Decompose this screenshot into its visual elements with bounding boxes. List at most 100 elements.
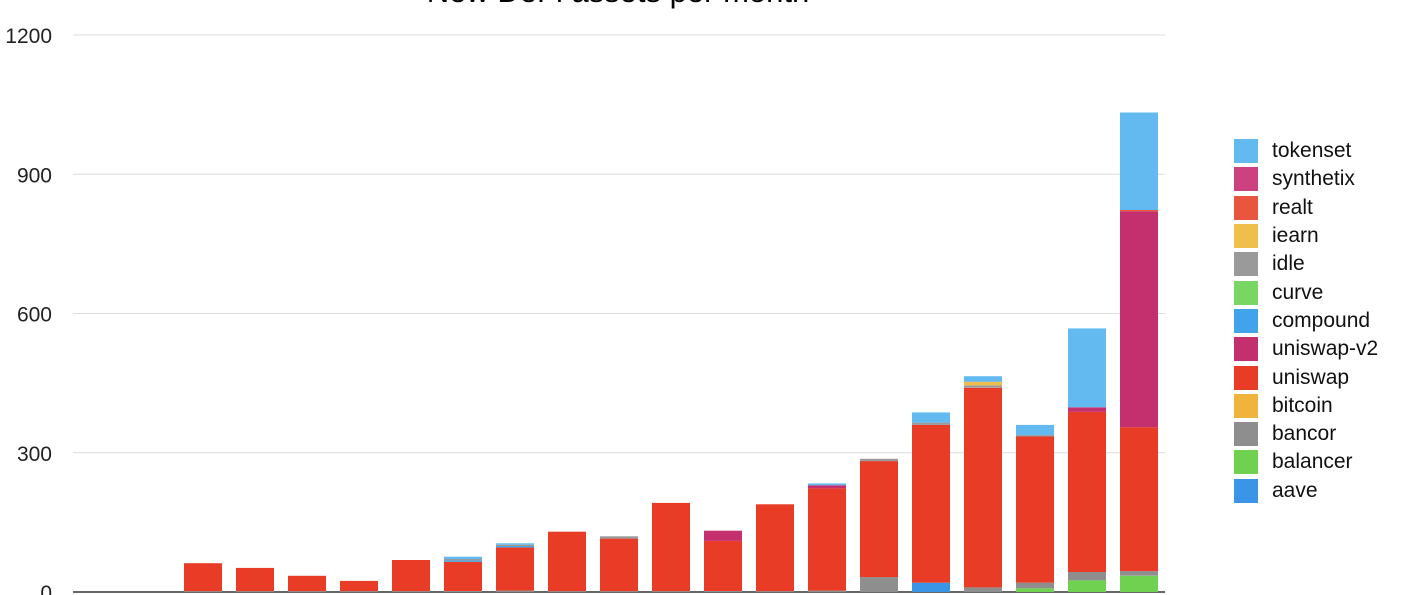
bar-segment-uniswap xyxy=(548,531,586,592)
bar-segment-uniswap xyxy=(288,575,326,592)
bar-segment-bancor xyxy=(340,591,378,592)
bar-segment-bancor xyxy=(1016,582,1054,589)
bar-segment-bancor xyxy=(860,577,898,592)
bar-segment-idle xyxy=(496,544,534,547)
bar-segment-uniswap-v2 xyxy=(1120,211,1158,428)
bar-segment-idle xyxy=(860,458,898,462)
bar-segment-bancor xyxy=(808,590,846,592)
legend-label: curve xyxy=(1272,280,1324,304)
legend-label: realt xyxy=(1272,195,1313,219)
y-tick-label: 1200 xyxy=(5,25,52,48)
bar-segment-tokenset xyxy=(444,556,482,559)
bar-segment-idle xyxy=(444,559,482,561)
legend-item-realt: realt xyxy=(1234,194,1378,222)
bar-segment-balancer xyxy=(1016,588,1054,592)
bar-segment-uniswap xyxy=(756,504,794,592)
bar-segment-uniswap xyxy=(600,538,638,592)
legend-item-compound: compound xyxy=(1234,307,1378,335)
bar-segment-idle xyxy=(1016,435,1054,437)
bar-segment-uniswap xyxy=(392,560,430,592)
legend-item-synthetix: synthetix xyxy=(1234,165,1378,193)
bar-segment-bancor xyxy=(548,591,586,592)
bar-segment-uniswap xyxy=(912,424,950,583)
bar-segment-bancor xyxy=(392,591,430,592)
bar-segment-uniswap xyxy=(860,461,898,578)
bar-segment-realt xyxy=(1120,210,1158,212)
legend: tokenset synthetix realt iearn idle curve comp… xyxy=(1234,137,1378,505)
bar-segment-uniswap xyxy=(964,387,1002,588)
legend-swatch xyxy=(1234,422,1258,447)
bar-segment-tokenset xyxy=(1068,328,1106,408)
legend-swatch xyxy=(1234,308,1258,333)
bar-segment-tokenset xyxy=(1016,424,1054,436)
legend-label: aave xyxy=(1272,478,1318,502)
bar-segment-balancer xyxy=(1120,575,1158,592)
bar-segment-idle xyxy=(964,385,1002,388)
legend-label: tokenset xyxy=(1272,139,1352,163)
legend-label: iearn xyxy=(1272,224,1319,248)
legend-item-curve: curve xyxy=(1234,278,1378,306)
bar-segment-aave xyxy=(912,582,950,592)
legend-item-bitcoin: bitcoin xyxy=(1234,392,1378,420)
y-axis-tick-labels: 0 300 600 900 1200 xyxy=(5,25,52,595)
y-tick-label: 300 xyxy=(17,443,52,466)
bar-segment-iearn xyxy=(964,381,1002,386)
bar-segment-uniswap xyxy=(444,561,482,591)
legend-swatch xyxy=(1234,224,1258,249)
y-tick-label: 600 xyxy=(17,304,52,327)
legend-swatch xyxy=(1234,167,1258,192)
legend-label: uniswap-v2 xyxy=(1272,337,1379,361)
bar-segment-bancor xyxy=(704,591,742,592)
bar-segment-idle xyxy=(912,422,950,425)
bar-segment-uniswap-v2 xyxy=(808,485,846,489)
bar-segment-uniswap-v2 xyxy=(1068,407,1106,412)
bar-segment-uniswap-v2 xyxy=(704,530,742,541)
bar-segment-bancor xyxy=(600,591,638,592)
bar-segment-bancor xyxy=(1068,572,1106,581)
bar-segment-uniswap xyxy=(340,580,378,592)
legend-swatch xyxy=(1234,393,1258,418)
bar-segment-uniswap xyxy=(184,563,222,592)
bar-segment-idle xyxy=(600,536,638,539)
stacked-bar-chart: New DeFi assets per month 0 300 600 900 1200 xyxy=(5,0,1165,595)
bar-segment-bancor xyxy=(756,591,794,592)
bar-segment-tokenset xyxy=(808,483,846,486)
legend-swatch xyxy=(1234,280,1258,305)
bar-segment-bancor xyxy=(444,591,482,592)
chart-title: New DeFi assets per month xyxy=(427,0,809,9)
bar-segment-compound xyxy=(496,546,534,548)
bar-segment-balancer xyxy=(1068,580,1106,592)
bar-segment-uniswap xyxy=(652,502,690,592)
legend-label: balancer xyxy=(1272,450,1353,474)
legend-swatch xyxy=(1234,450,1258,475)
bar-segment-uniswap xyxy=(1068,411,1106,572)
y-tick-label: 0 xyxy=(40,582,52,595)
legend-swatch xyxy=(1234,252,1258,277)
legend-swatch xyxy=(1234,195,1258,220)
legend-item-idle: idle xyxy=(1234,250,1378,278)
bar-segment-tokenset xyxy=(964,376,1002,382)
bar-segment-uniswap xyxy=(236,567,274,592)
legend-swatch xyxy=(1234,478,1258,503)
bar-segment-uniswap xyxy=(808,488,846,591)
legend-label: idle xyxy=(1272,252,1305,276)
bar-segment-uniswap xyxy=(496,547,534,591)
legend-label: uniswap xyxy=(1272,365,1350,389)
bar-segment-bancor xyxy=(184,591,222,592)
legend-swatch xyxy=(1234,365,1258,390)
bar-segment-uniswap xyxy=(1016,436,1054,583)
legend-label: compound xyxy=(1272,308,1371,332)
legend-label: bitcoin xyxy=(1272,393,1333,417)
legend-item-balancer: balancer xyxy=(1234,448,1378,476)
bar-segment-bancor xyxy=(288,591,326,592)
bar-segment-uniswap xyxy=(1120,427,1158,572)
legend-item-iearn: iearn xyxy=(1234,222,1378,250)
legend-item-bancor: bancor xyxy=(1234,420,1378,448)
bar-segment-bancor xyxy=(236,591,274,592)
legend-item-tokenset: tokenset xyxy=(1234,137,1378,165)
y-tick-label: 900 xyxy=(17,164,52,187)
legend-item-aave: aave xyxy=(1234,477,1378,505)
bar-segment-bancor xyxy=(1120,571,1158,576)
legend-swatch xyxy=(1234,139,1258,164)
legend-item-uniswap-v2: uniswap-v2 xyxy=(1234,335,1378,363)
